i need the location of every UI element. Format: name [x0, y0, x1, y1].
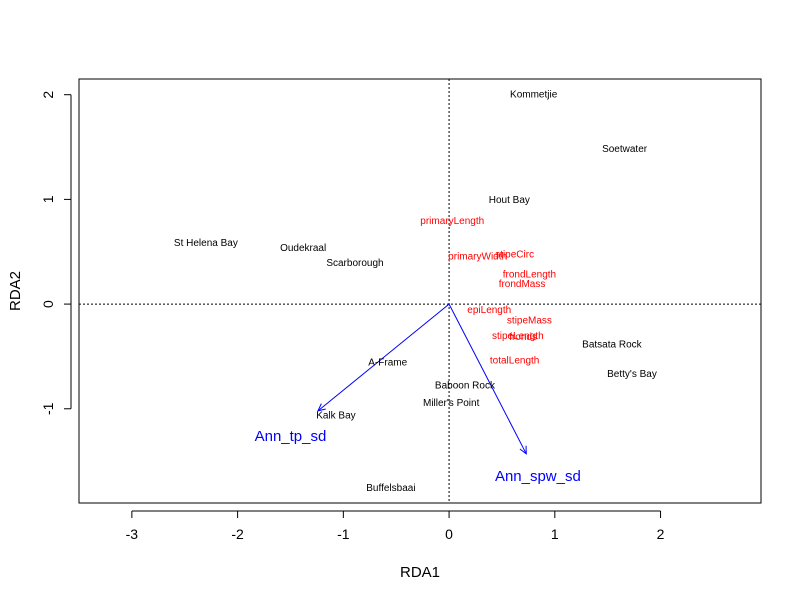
y-tick-label: 2 [40, 91, 56, 99]
species-label-primarylength: primaryLength [420, 216, 484, 227]
site-label-batsata-rock: Batsata Rock [582, 340, 642, 351]
site-label-betty-s-bay: Betty's Bay [607, 369, 657, 380]
site-label-baboon-rock: Baboon Rock [435, 380, 496, 391]
vector-labels: Ann_tp_sd Ann_spw_sd [255, 428, 581, 485]
site-label-st-helena-bay: St Helena Bay [174, 238, 238, 249]
species-label-frondlength: frondLength [503, 269, 556, 280]
species-label-totallength: totalLength [490, 355, 540, 366]
site-label-kalk-bay: Kalk Bay [316, 411, 355, 422]
y-tick-label: 1 [40, 195, 56, 203]
x-tick-label: 1 [551, 526, 559, 542]
species-label-epilength: epiLength [467, 305, 511, 316]
vector-label-ann-tp-sd: Ann_tp_sd [255, 428, 327, 445]
site-label-kommetjie: Kommetjie [510, 89, 558, 100]
x-tick-label: -2 [231, 526, 244, 542]
biplot-vectors [317, 303, 527, 455]
species-label-primarywidth: primaryWidth [448, 252, 507, 263]
species-label-stipelength: stipeLength [492, 331, 544, 342]
x-tick-label: -1 [337, 526, 350, 542]
x-axis: -3 -2 -1 0 1 2 [126, 510, 665, 542]
x-axis-title: RDA1 [400, 564, 440, 581]
site-label-buffelsbaai: Buffelsbaai [366, 483, 415, 494]
y-tick-label: 0 [40, 300, 56, 308]
y-tick-label: -1 [40, 402, 56, 415]
site-label-hout-bay: Hout Bay [489, 195, 530, 206]
plot-box [78, 78, 762, 504]
x-tick-label: -3 [126, 526, 139, 542]
x-tick-label: 2 [657, 526, 665, 542]
site-label-soetwater: Soetwater [602, 144, 648, 155]
y-axis-title: RDA2 [7, 271, 24, 311]
site-label-a-frame: A-Frame [368, 357, 407, 368]
species-label-frondmass: frondMass [499, 279, 546, 290]
vector-label-ann-spw-sd: Ann_spw_sd [495, 468, 581, 485]
species-label-fronds: fronds [509, 332, 537, 343]
site-label-oudekraal: Oudekraal [280, 243, 326, 254]
y-axis: -1 0 1 2 [40, 91, 72, 415]
site-labels: Kommetjie Soetwater Hout Bay St Helena Bay O… [174, 89, 657, 494]
site-label-scarborough: Scarborough [326, 258, 383, 269]
species-label-stipecirc: stipeCirc [495, 250, 534, 261]
vector-arrow-ann-spw-sd [448, 303, 527, 455]
vector-arrow-ann-tp-sd [317, 303, 450, 412]
site-label-miller-s-point: Miller's Point [423, 398, 480, 409]
vector-arrowhead-ann-spw-sd [519, 445, 527, 455]
x-tick-label: 0 [445, 526, 453, 542]
zero-lines [79, 79, 761, 503]
vector-arrowhead-ann-tp-sd [317, 403, 326, 412]
species-label-stipemass: stipeMass [507, 315, 552, 326]
